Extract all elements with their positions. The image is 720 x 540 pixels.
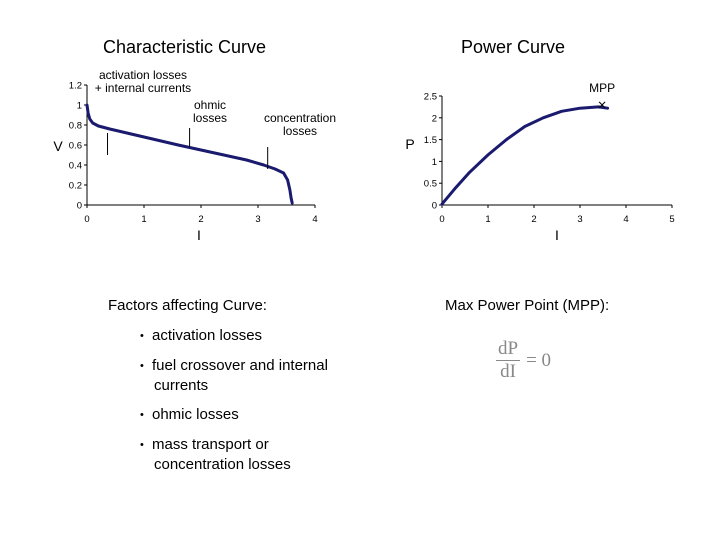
characteristic-y-tick-label: 0.8 — [69, 121, 82, 132]
mpp-numerator: dP — [496, 338, 521, 361]
power-curve-title: Power Curve — [461, 37, 566, 57]
power-x-tick-label: 5 — [669, 214, 674, 225]
mpp-fraction: dP dI — [496, 338, 521, 383]
characteristic-x-tick-label: 2 — [198, 214, 203, 225]
power-y-tick-label: 0 — [432, 201, 437, 212]
mpp-formula: dP dI = 0 — [496, 338, 551, 383]
characteristic-annotation-label: losses — [193, 111, 227, 125]
characteristic-annotation-label: activation losses — [99, 68, 187, 82]
characteristic-curve-title: Characteristic Curve — [103, 37, 267, 57]
power-mpp-label: MPP — [589, 81, 615, 95]
characteristic-series-line — [85, 103, 294, 205]
factors-heading: Factors affecting Curve: — [108, 297, 267, 314]
power-x-tick-label: 3 — [577, 214, 582, 225]
characteristic-annotation-label: losses — [283, 124, 317, 138]
factor-item: ohmic losses — [140, 405, 344, 425]
factor-item: fuel crossover and internal currents — [140, 356, 344, 395]
power-x-tick-label: 1 — [485, 214, 490, 225]
power-y-tick-label: 1 — [432, 157, 437, 168]
factors-heading-bold: Factors affecting Curve — [108, 297, 263, 314]
power-y-tick-label: 2.5 — [424, 92, 437, 103]
characteristic-y-tick-label: 1 — [77, 101, 82, 112]
characteristic-annotation-label: ohmic — [194, 98, 226, 112]
characteristic-y-tick-label: 0 — [77, 201, 82, 212]
mpp-denominator: dI — [500, 361, 516, 382]
power-series-line — [440, 105, 610, 206]
factor-item: activation losses — [140, 326, 344, 346]
power-x-tick-label: 4 — [623, 214, 628, 225]
power-x-axis-label: I — [555, 227, 559, 243]
characteristic-y-tick-label: 0.4 — [69, 161, 82, 172]
power-y-axis-label: P — [405, 136, 414, 152]
factors-heading-colon: : — [262, 297, 267, 314]
mpp-equals: = 0 — [526, 349, 552, 371]
power-y-tick-label: 2 — [432, 113, 437, 124]
characteristic-x-tick-label: 0 — [84, 214, 89, 225]
power-x-tick-label: 2 — [531, 214, 536, 225]
power-mpp-marker — [598, 101, 606, 109]
characteristic-x-tick-label: 3 — [255, 214, 260, 225]
characteristic-y-tick-label: 0.2 — [69, 181, 82, 192]
characteristic-annotation-label: + internal currents — [95, 81, 191, 95]
characteristic-y-tick-label: 0.6 — [69, 141, 82, 152]
characteristic-x-tick-label: 1 — [141, 214, 146, 225]
power-y-tick-label: 1.5 — [424, 135, 437, 146]
characteristic-y-tick-label: 1.2 — [69, 81, 82, 92]
characteristic-x-axis-label: I — [197, 227, 201, 243]
mpp-heading: Max Power Point (MPP): — [445, 297, 610, 314]
characteristic-x-tick-label: 4 — [312, 214, 317, 225]
power-x-tick-label: 0 — [439, 214, 444, 225]
characteristic-y-axis-label: V — [53, 138, 63, 154]
characteristic-annotation-label: concentration — [264, 111, 336, 125]
power-y-tick-label: 0.5 — [424, 179, 437, 190]
factor-item: mass transport or concentration losses — [140, 435, 344, 474]
factors-list: activation losses fuel crossover and int… — [140, 326, 344, 484]
